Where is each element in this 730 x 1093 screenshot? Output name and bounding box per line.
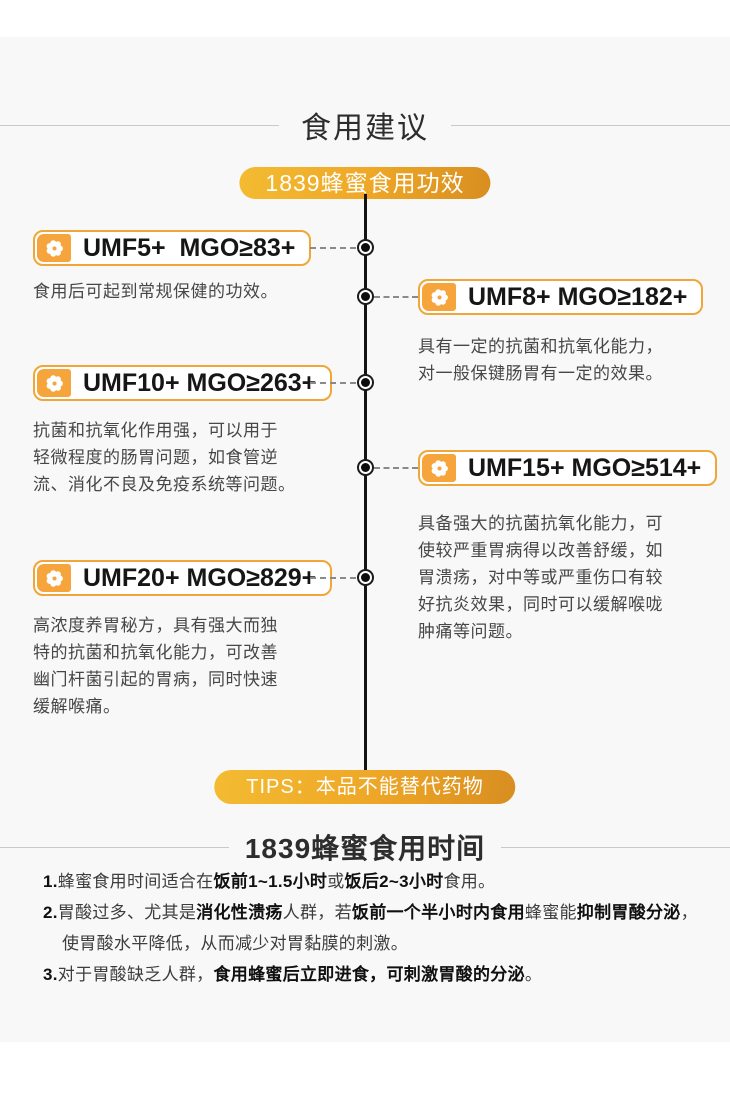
text-segment: 抑制胃酸分泌 [576, 903, 681, 922]
tips-badge: TIPS：本品不能替代药物 [214, 770, 516, 804]
connector-dash [310, 382, 356, 384]
usage-time-title: 1839蜂蜜食用时间 [244, 833, 486, 864]
umf10-grade-label: UMF10+ MGO≥263+ [83, 368, 317, 397]
usage-time-item-2: 2.胃酸过多、尤其是消化性溃疡人群，若饭前一个半小时内食用蜂蜜能抑制胃酸分泌，使… [43, 897, 698, 959]
umf5-grade-badge: UMF5+ MGO≥83+ [33, 230, 312, 266]
text-segment: 食用。 [443, 872, 496, 891]
text-segment: 饭前一个半小时内食用 [351, 903, 525, 922]
page-title: 食用建议 [301, 112, 429, 145]
text-segment: 胃酸过多、尤其是 [57, 903, 197, 922]
text-segment: 或 [327, 872, 345, 891]
text-segment: 人群，若 [282, 903, 352, 922]
effects-title-badge: 1839蜂蜜食用功效 [239, 167, 491, 199]
header-rule-right [451, 124, 730, 126]
umf20-grade-label: UMF20+ MGO≥829+ [83, 563, 317, 592]
text-segment: 3. [43, 965, 58, 984]
section-header-usage-time: 1839蜂蜜食用时间 [0, 826, 730, 868]
text-segment: 消化性溃疡 [196, 903, 283, 922]
umf20-grade-badge: UMF20+ MGO≥829+ [33, 560, 333, 596]
header-rule-left [0, 124, 279, 126]
section-header-suggestions: 食用建议 [0, 104, 730, 146]
umf5-description: 食用后可起到常规保健的功效。 [33, 282, 278, 301]
connector-dash [310, 247, 356, 249]
usage-time-item-1: 1.蜂蜜食用时间适合在饭前1~1.5小时或饭后2~3小时食用。 [43, 866, 698, 897]
text-segment: 蜂蜜食用时间适合在 [57, 872, 214, 891]
text-segment: 1. [43, 872, 58, 891]
connector-dash [374, 467, 418, 469]
timeline-node [357, 374, 374, 391]
umf8-description: 具有一定的抗菌和抗氧化能力， 对一般保键肠胃有一定的效果。 [418, 337, 663, 383]
text-segment: 饭后2~3小时 [344, 872, 444, 891]
umf15-description: 具备强大的抗菌抗氧化能力，可 使较严重胃病得以改善舒缓，如 胃溃疡，对中等或严重… [418, 514, 663, 641]
umf15-grade-badge: UMF15+ MGO≥514+ [418, 450, 718, 486]
umf10-description: 抗菌和抗氧化作用强，可以用于 轻微程度的肠胃问题，如食管逆 流、消化不良及免疫系… [33, 421, 296, 494]
umf5-grade-label: UMF5+ MGO≥83+ [83, 233, 296, 262]
text-segment: ，使胃酸水平降低，从而减少对胃黏膜的刺激。 [62, 903, 698, 953]
timeline-node [357, 288, 374, 305]
usage-time-list: 1.蜂蜜食用时间适合在饭前1~1.5小时或饭后2~3小时食用。 2.胃酸过多、尤… [43, 866, 698, 990]
timeline-node [357, 459, 374, 476]
flower-icon [422, 454, 456, 482]
text-segment: 蜂蜜能 [524, 903, 577, 922]
text-segment: 食用蜂蜜后立即进食，可刺激胃酸的分泌 [213, 965, 525, 984]
header-rule-right [501, 846, 730, 848]
text-segment: 2. [43, 903, 58, 922]
umf8-grade-badge: UMF8+ MGO≥182+ [418, 279, 704, 315]
usage-time-item-3: 3.对于胃酸缺乏人群，食用蜂蜜后立即进食，可刺激胃酸的分泌。 [43, 959, 698, 990]
text-segment: 饭前1~1.5小时 [213, 872, 328, 891]
connector-dash [374, 296, 418, 298]
flower-icon [37, 564, 71, 592]
flower-icon [37, 234, 71, 262]
umf15-grade-label: UMF15+ MGO≥514+ [468, 453, 702, 482]
text-segment: 对于胃酸缺乏人群， [57, 965, 214, 984]
umf10-grade-badge: UMF10+ MGO≥263+ [33, 365, 333, 401]
header-rule-left [0, 846, 229, 848]
connector-dash [310, 577, 356, 579]
timeline-line [364, 194, 367, 772]
timeline-node [357, 239, 374, 256]
umf8-grade-label: UMF8+ MGO≥182+ [468, 282, 688, 311]
flower-icon [37, 369, 71, 397]
flower-icon [422, 283, 456, 311]
text-segment: 。 [524, 965, 543, 984]
umf20-description: 高浓度养胃秘方，具有强大而独 特的抗菌和抗氧化能力，可改善 幽门杆菌引起的胃病，… [33, 616, 278, 716]
timeline-node [357, 569, 374, 586]
